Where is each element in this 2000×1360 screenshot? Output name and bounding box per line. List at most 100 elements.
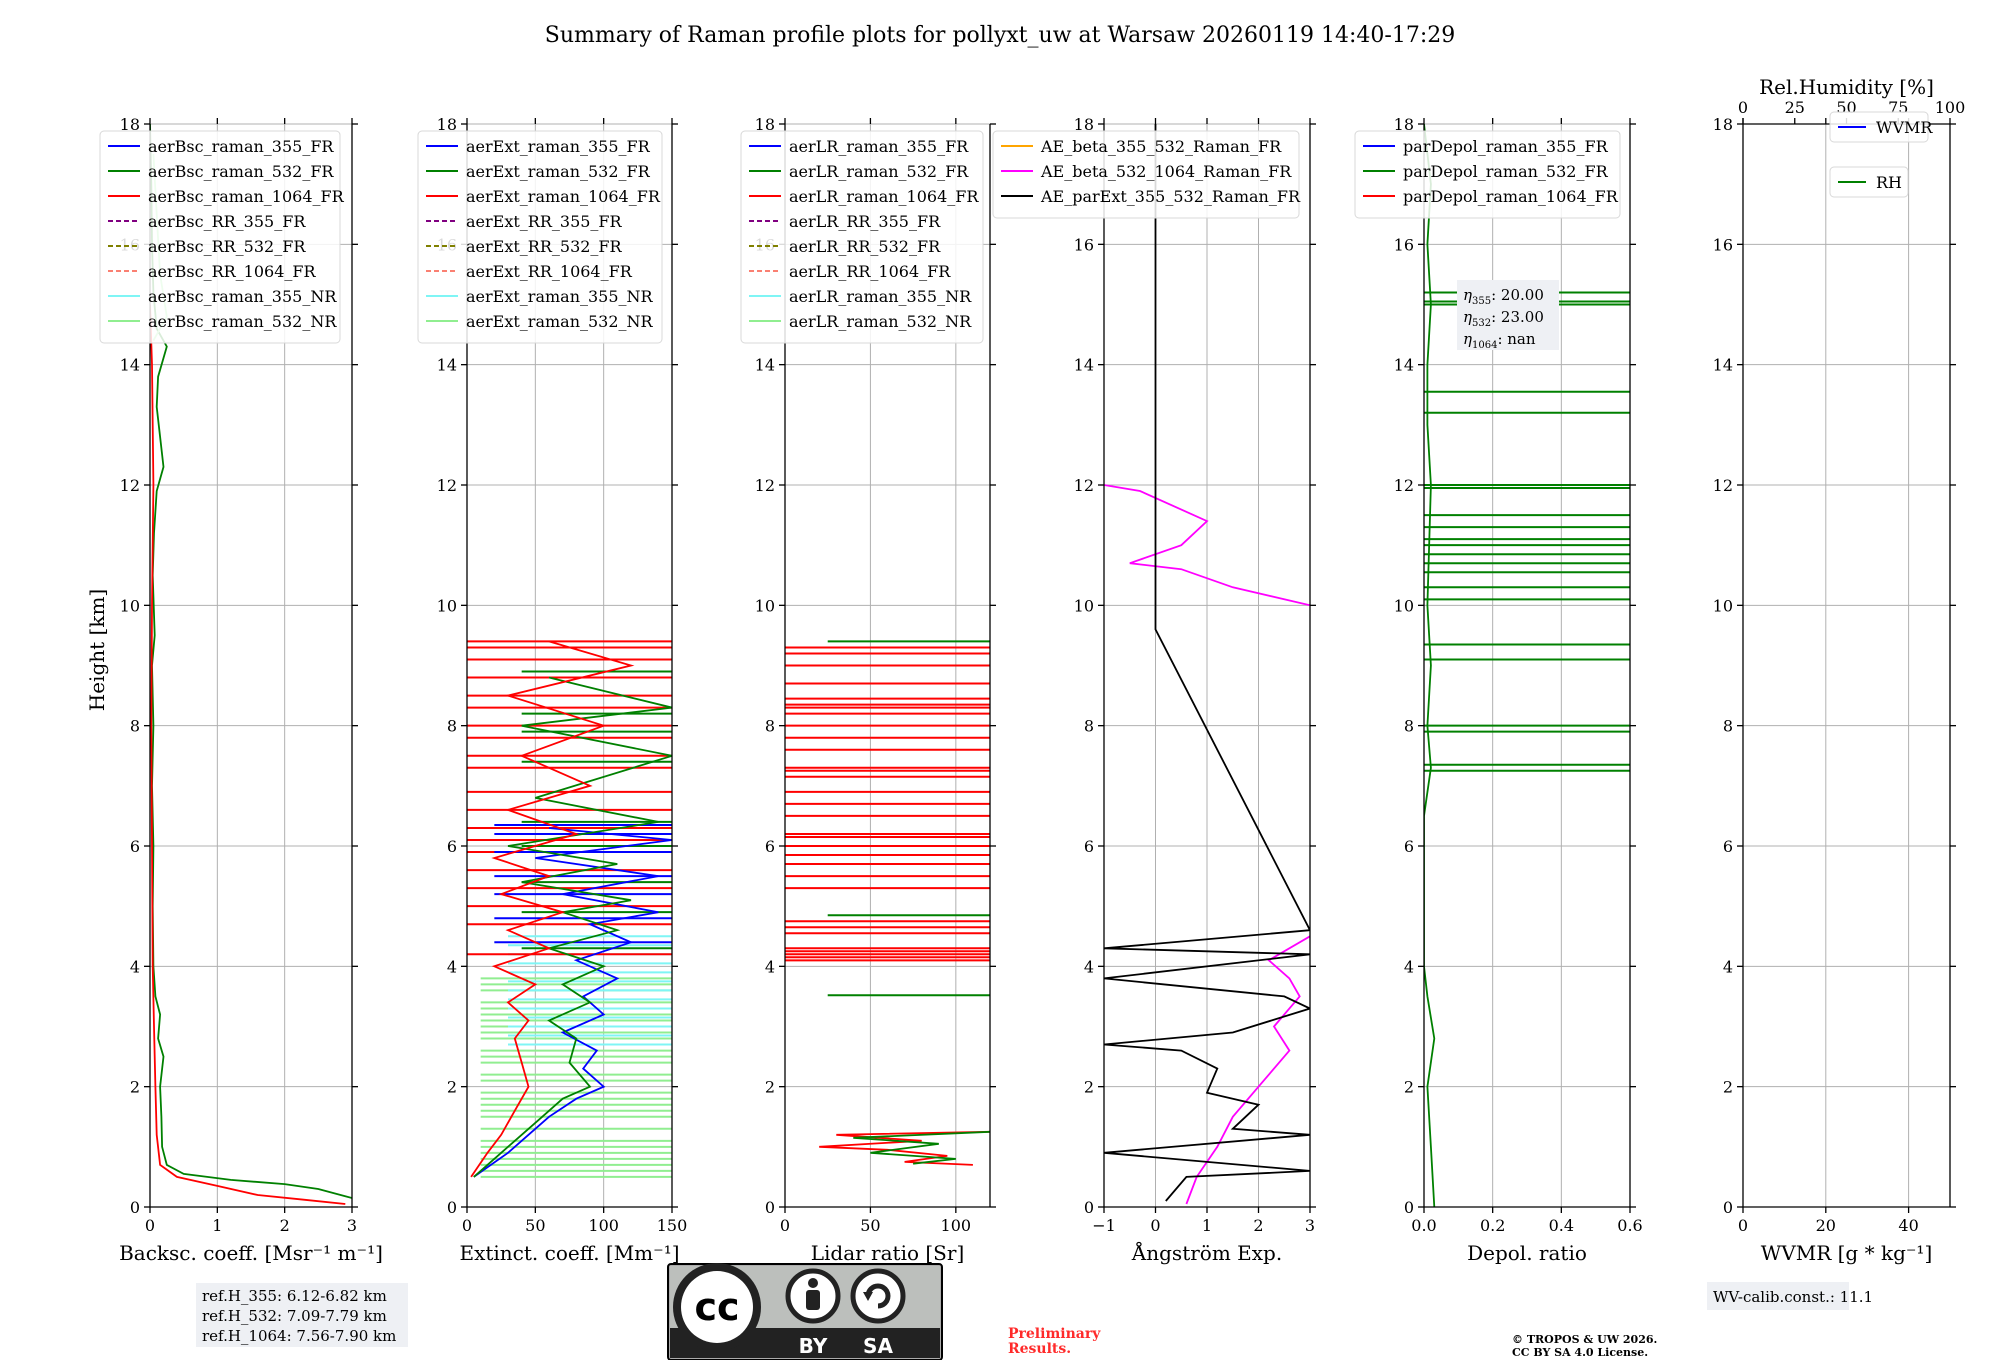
x-axis-label: Extinct. coeff. [Mm⁻¹]: [459, 1241, 679, 1265]
y-tick-label: 6: [130, 837, 140, 856]
y-tick-label: 10: [1394, 596, 1414, 615]
legend-label: aerExt_raman_1064_FR: [466, 187, 661, 206]
plot-area-lr: [785, 640, 990, 1166]
legend-box: [992, 130, 1300, 219]
preliminary-results-line1: Preliminary: [1008, 1326, 1101, 1342]
legend-label: AE_beta_532_1064_Raman_FR: [1040, 162, 1292, 181]
y-tick-label: 12: [1394, 476, 1414, 495]
ref-height-532: ref.H_532: 7.09-7.79 km: [202, 1307, 387, 1325]
legend-label: aerExt_raman_355_NR: [466, 287, 654, 306]
y-tick-label: 14: [755, 356, 775, 375]
eta-label: η532: 23.00: [1463, 308, 1544, 329]
legend-label: aerBsc_raman_1064_FR: [148, 187, 345, 206]
y-tick-label: 6: [1723, 837, 1733, 856]
y-tick-label: 14: [1394, 356, 1414, 375]
legend-label: aerExt_RR_355_FR: [466, 212, 623, 231]
eta-label: η355: 20.00: [1463, 286, 1544, 307]
legend-box: [99, 130, 341, 344]
legend-label: aerLR_RR_355_FR: [789, 212, 941, 231]
x-tick-label: 0.6: [1617, 1216, 1642, 1235]
y-tick-label: 18: [437, 115, 457, 134]
y-tick-label: 0: [1084, 1198, 1094, 1217]
y-tick-label: 2: [1404, 1078, 1414, 1097]
series-line-aerExt_raman_355_FR: [473, 827, 672, 1178]
y-tick-label: 14: [1074, 356, 1094, 375]
legend-label: AE_parExt_355_532_Raman_FR: [1040, 187, 1301, 206]
x-tick-label: 50: [525, 1216, 545, 1235]
y-tick-label: 4: [1723, 957, 1733, 976]
y-tick-label: 2: [130, 1078, 140, 1097]
y-tick-label: 16: [1394, 235, 1414, 254]
wv-calib-box: WV-calib.const.: 11.1: [1707, 1282, 1873, 1310]
x-top-axis-label: Rel.Humidity [%]: [1759, 75, 1934, 99]
y-tick-label: 6: [447, 837, 457, 856]
x-tick-label: 0: [780, 1216, 790, 1235]
y-tick-label: 14: [120, 356, 140, 375]
legend-label: WVMR: [1876, 118, 1933, 137]
y-tick-label: 8: [1723, 717, 1733, 736]
panel-ext: 024681012141618050100150Extinct. coeff. …: [417, 115, 687, 1265]
legend-label: aerBsc_RR_1064_FR: [148, 262, 317, 281]
eta-label: η1064: nan: [1463, 330, 1536, 351]
legend-label: aerBsc_raman_532_FR: [148, 162, 334, 181]
x-axis-label: Ångström Exp.: [1131, 1240, 1282, 1265]
y-tick-label: 18: [120, 115, 140, 134]
x-tick-label: 20: [1816, 1216, 1836, 1235]
panel-bsc: 0246810121416180123Backsc. coeff. [Msr⁻¹…: [99, 115, 383, 1265]
legend-label: aerBsc_raman_355_NR: [148, 287, 337, 306]
x-tick-label: 50: [860, 1216, 880, 1235]
y-tick-label: 2: [1723, 1078, 1733, 1097]
plot-area-ext: [467, 640, 672, 1178]
x-axis-label: Backsc. coeff. [Msr⁻¹ m⁻¹]: [119, 1241, 383, 1265]
y-tick-label: 12: [1713, 476, 1733, 495]
x-axis-label: WVMR [g * kg⁻¹]: [1761, 1241, 1933, 1265]
x-tick-label: 0: [1150, 1216, 1160, 1235]
y-tick-label: 10: [755, 596, 775, 615]
y-tick-label: 4: [1084, 957, 1094, 976]
x-tick-label: 40: [1898, 1216, 1918, 1235]
legend-box: [740, 130, 984, 344]
x-tick-label: 100: [941, 1216, 972, 1235]
legend-label: aerBsc_raman_532_NR: [148, 312, 337, 331]
legend-box: [417, 130, 663, 344]
y-tick-label: 18: [755, 115, 775, 134]
x-tick-label: 3: [347, 1216, 357, 1235]
x-tick-label: 3: [1305, 1216, 1315, 1235]
preliminary-results-line2: Results.: [1008, 1341, 1071, 1357]
legend-box: [1354, 130, 1621, 219]
y-axis-label: Height [km]: [85, 589, 109, 711]
y-tick-label: 14: [1713, 356, 1733, 375]
legend-label: aerLR_raman_355_NR: [789, 287, 972, 306]
y-tick-label: 0: [765, 1198, 775, 1217]
series-line-aerExt_raman_1064_FR: [470, 640, 635, 1178]
legend-label: aerExt_RR_1064_FR: [466, 262, 633, 281]
panel-depol: 0 2 4 6 8 10 12 14 16 18 0.0 0.2 0.4 0.6 Depol. ratio p…: [1354, 115, 1643, 1265]
series-line-parDepol_raman_532_FR: [1424, 124, 1436, 1207]
legend-label: RH: [1876, 173, 1902, 192]
y-tick-label: 4: [130, 957, 140, 976]
plot-area-ae: [1104, 124, 1310, 1205]
y-tick-label: 8: [1084, 717, 1094, 736]
legend-label: aerLR_RR_1064_FR: [789, 262, 951, 281]
x-tick-label: 2: [1253, 1216, 1263, 1235]
x-tick-label: 100: [588, 1216, 619, 1235]
legend-box-wvmr: [1829, 111, 1929, 143]
legend-label: aerExt_raman_532_NR: [466, 312, 654, 331]
y-tick-label: 4: [447, 957, 457, 976]
y-tick-label: 4: [765, 957, 775, 976]
y-tick-label: 16: [1713, 235, 1733, 254]
cc-license-badge: cc BY SA: [667, 1263, 943, 1360]
legend-label: aerBsc_RR_532_FR: [148, 237, 306, 256]
y-tick-label: 8: [1404, 717, 1414, 736]
x-top-tick-label: 100: [1935, 98, 1966, 117]
ref-height-355: ref.H_355: 6.12-6.82 km: [202, 1287, 387, 1305]
x-tick-label: 0.4: [1549, 1216, 1574, 1235]
y-tick-label: 16: [1074, 235, 1094, 254]
y-tick-label: 10: [437, 596, 457, 615]
legend-label: aerLR_raman_532_FR: [789, 162, 969, 181]
legend-label: aerLR_RR_532_FR: [789, 237, 941, 256]
eta-box: [1457, 280, 1559, 350]
x-tick-label: 0.0: [1411, 1216, 1436, 1235]
